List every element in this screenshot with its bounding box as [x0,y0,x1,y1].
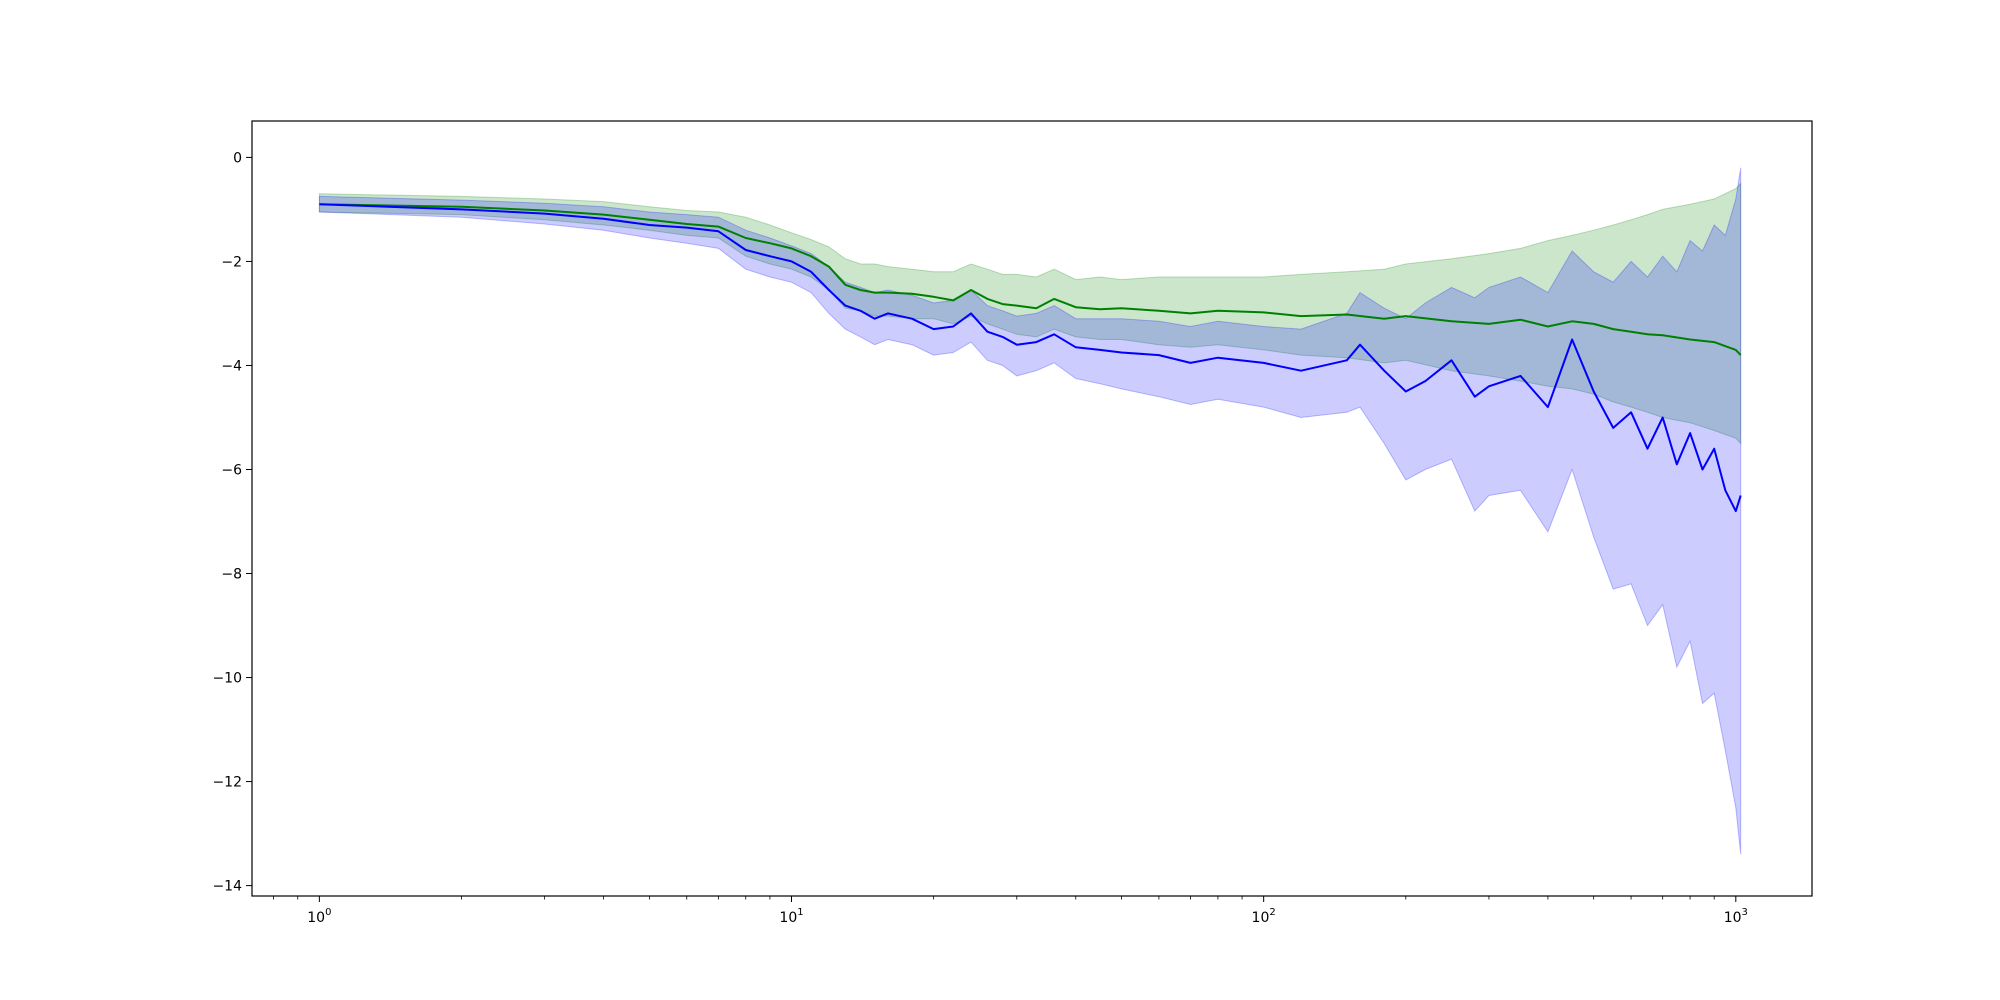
plot-frame [251,120,1813,897]
y-tick-label: −14 [212,879,242,895]
series-2-line [319,203,1742,513]
mean-lines [319,203,1742,513]
y-axis: 0 −2 −4 −6 −8 −10 −12 −14 [212,150,252,895]
y-tick-label: −2 [221,254,242,270]
x-axis: 100 101 102 103 [273,896,1748,926]
y-tick-label: −12 [212,775,242,791]
series-1-line [319,203,1742,356]
x-tick-label: 100 [307,907,331,926]
x-tick-label: 103 [1724,907,1748,926]
y-tick-label: 0 [233,150,242,166]
y-tick-label: −4 [221,358,242,374]
x-tick-label: 102 [1252,907,1276,926]
y-tick-label: −6 [221,462,242,478]
y-tick-label: −10 [212,671,242,687]
y-tick-label: −8 [221,567,242,583]
x-tick-label: 101 [779,907,803,926]
